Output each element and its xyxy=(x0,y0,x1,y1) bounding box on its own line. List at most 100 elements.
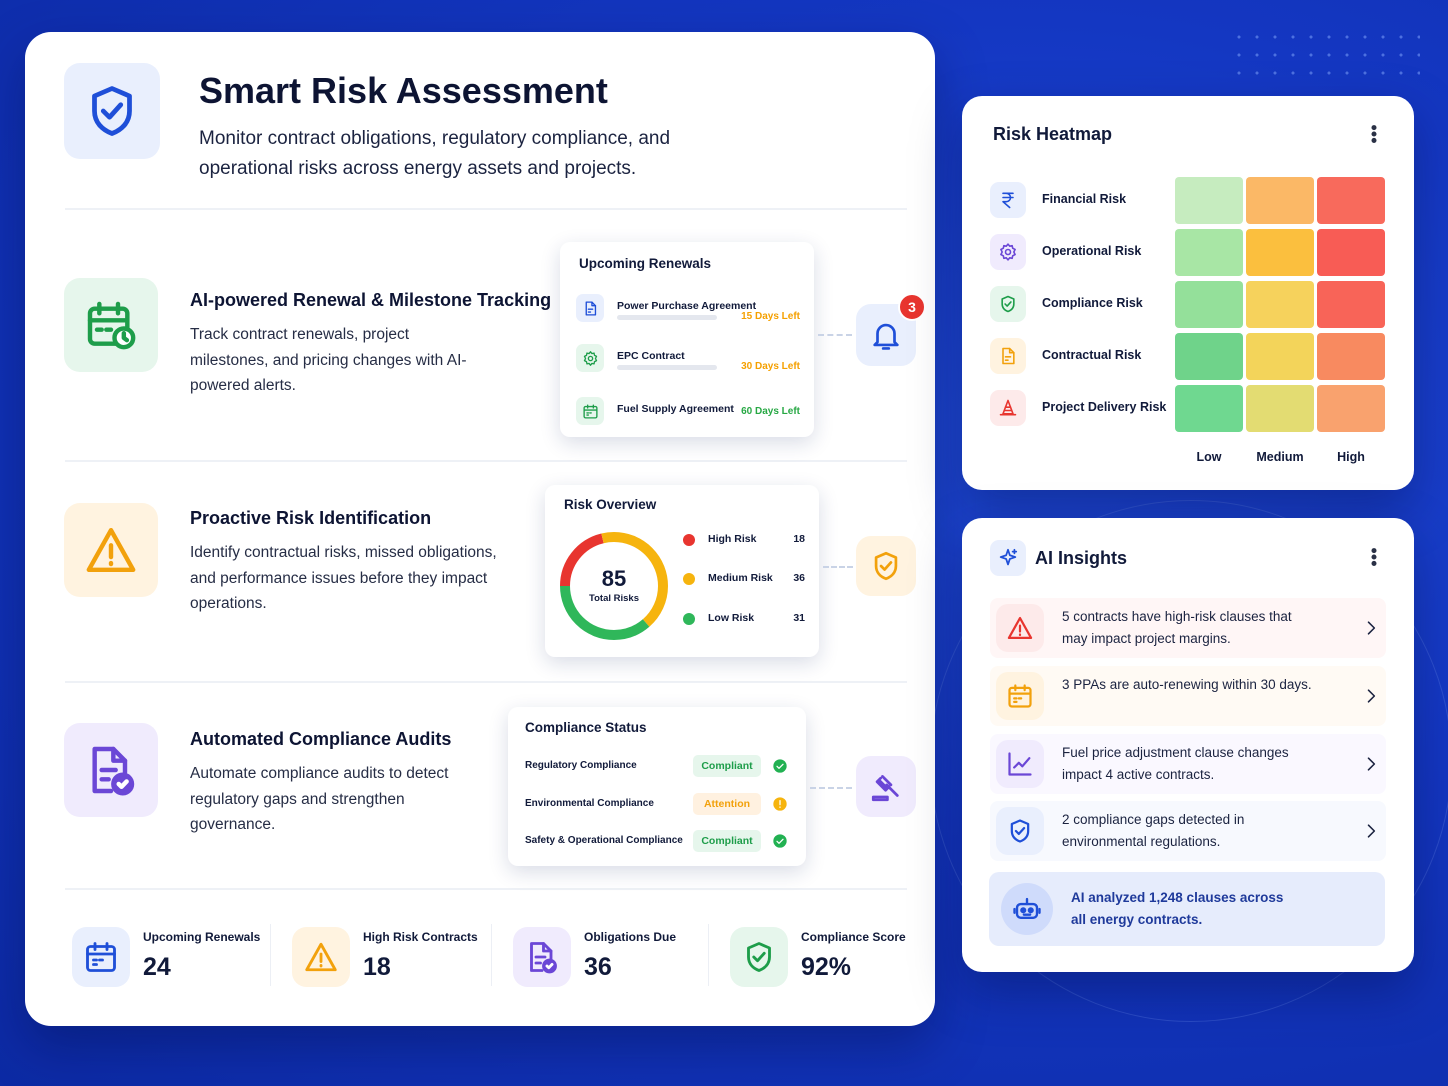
menu-button[interactable] xyxy=(1362,545,1386,569)
icon-glyph xyxy=(92,746,135,796)
chevron[interactable] xyxy=(1360,617,1382,639)
icon-part xyxy=(585,300,596,316)
icon-part xyxy=(87,306,130,346)
icon-glyph xyxy=(873,323,899,350)
heatmap-cell xyxy=(1175,281,1243,328)
icon-glyph xyxy=(1008,752,1032,776)
main-card: Smart Risk Assessment Monitor contract ob… xyxy=(25,32,935,1026)
chevron[interactable] xyxy=(1360,820,1382,842)
icon-part xyxy=(879,561,893,571)
icon-glyph xyxy=(92,86,132,136)
insight-text: 5 contracts have high-risk clauses that … xyxy=(1062,609,1292,646)
icon-glyph xyxy=(87,301,136,350)
connector xyxy=(810,787,852,789)
progress-track xyxy=(617,365,717,370)
icon-part xyxy=(86,942,116,966)
icon-part xyxy=(1008,686,1032,708)
heatmap-title: Risk Heatmap xyxy=(993,124,1113,144)
main-subtitle: Monitor contract obligations, regulatory… xyxy=(199,128,671,179)
icon-part xyxy=(1371,548,1377,554)
insights-card: AI Insights 5 contracts have high-risk cl… xyxy=(962,518,1414,972)
stat-label: Upcoming Renewals xyxy=(143,930,261,944)
progress-track xyxy=(617,315,717,320)
icon-part xyxy=(587,355,593,361)
icon-part xyxy=(1013,757,1031,769)
icon-glyph xyxy=(1371,125,1377,143)
heatmap-cell xyxy=(1246,385,1314,432)
insight-row[interactable] xyxy=(990,666,1386,726)
icon-part xyxy=(534,942,553,965)
heatmap-cell xyxy=(1246,229,1314,276)
status-icon xyxy=(772,758,788,774)
donut xyxy=(560,532,668,640)
risk-overview-card: Risk Overview 85 Total Risks High Risk 18 Med… xyxy=(545,485,819,657)
chevron[interactable] xyxy=(1360,753,1382,775)
compliance-name: Regulatory Compliance xyxy=(525,760,637,771)
legend-value: 18 xyxy=(793,533,805,545)
compliance-card: Compliance Status Regulatory Compliance Co… xyxy=(508,707,806,866)
icon-glyph xyxy=(582,403,598,419)
risk-icon xyxy=(990,234,1026,270)
stat-label: High Risk Contracts xyxy=(363,930,478,944)
chevron[interactable] xyxy=(1360,685,1382,707)
legend-value: 31 xyxy=(793,612,805,624)
legend-label: High Risk xyxy=(708,533,757,545)
heatmap-cell xyxy=(1246,177,1314,224)
heatmap-cell xyxy=(1175,333,1243,380)
legend-label: Low Risk xyxy=(708,612,755,624)
shield-badge xyxy=(856,536,916,596)
insight-icon xyxy=(996,807,1044,855)
renewals-card: Upcoming Renewals Power Purchase Agreemen… xyxy=(560,242,814,437)
icon-part xyxy=(776,838,784,844)
icon-part xyxy=(1367,621,1376,635)
header-icon xyxy=(64,63,160,159)
icon-part xyxy=(86,527,136,573)
icon-part xyxy=(545,962,554,970)
donut-segment xyxy=(560,532,668,640)
icon-part xyxy=(747,942,771,972)
insight-row[interactable] xyxy=(990,801,1386,861)
icon-glyph xyxy=(999,548,1018,566)
icon-part xyxy=(871,795,889,801)
icon-glyph xyxy=(1367,689,1376,703)
risk-icon xyxy=(990,338,1026,374)
heatmap-column-label: Low xyxy=(1196,450,1222,464)
heatmap-cell xyxy=(1246,333,1314,380)
heatmap-cell xyxy=(1175,177,1243,224)
stat-label: Compliance Score xyxy=(801,930,906,944)
icon-glyph xyxy=(1367,621,1376,635)
menu-button[interactable] xyxy=(1362,122,1386,146)
heatmap-cell xyxy=(1317,385,1385,432)
icon-part xyxy=(1371,125,1377,131)
icon-part xyxy=(873,323,899,347)
legend-label: Medium Risk xyxy=(708,572,773,584)
icon-glyph xyxy=(1371,548,1377,566)
connector xyxy=(818,334,852,336)
divider xyxy=(65,681,907,683)
insight-row[interactable] xyxy=(990,598,1386,658)
icon-part xyxy=(1001,295,1015,313)
insight-row[interactable] xyxy=(990,734,1386,794)
icon-part xyxy=(86,945,116,972)
icon-part xyxy=(305,942,337,972)
icon-glyph xyxy=(1010,819,1030,843)
icon-glyph xyxy=(86,942,116,972)
heatmap-row-label: Financial Risk xyxy=(1042,192,1127,206)
icon-glyph xyxy=(585,300,596,316)
renewals-title: Upcoming Renewals xyxy=(579,256,712,271)
stat-divider xyxy=(491,924,492,986)
icon-glyph xyxy=(1000,243,1016,261)
risk-icon xyxy=(990,182,1026,218)
icon-part xyxy=(583,350,597,366)
icon-part xyxy=(1004,347,1015,361)
heatmap-column-label: High xyxy=(1337,450,1365,464)
connector xyxy=(823,566,853,568)
donut-total: 85 xyxy=(601,566,627,591)
icon-glyph xyxy=(773,797,787,811)
feature-description: Track contract renewals, project milesto… xyxy=(190,326,467,394)
icon-glyph xyxy=(773,834,787,848)
icon-part xyxy=(87,301,130,332)
